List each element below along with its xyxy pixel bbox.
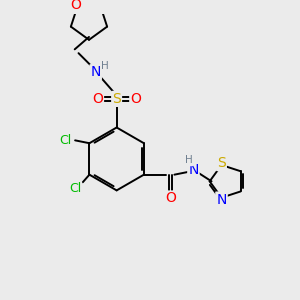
Text: H: H (185, 155, 193, 165)
Text: O: O (165, 191, 176, 206)
Text: O: O (70, 0, 81, 12)
Text: O: O (130, 92, 141, 106)
Text: S: S (112, 92, 121, 106)
Text: Cl: Cl (69, 182, 81, 196)
Text: S: S (217, 156, 226, 170)
Text: N: N (216, 193, 227, 207)
Text: Cl: Cl (59, 134, 72, 147)
Text: H: H (101, 61, 109, 70)
Text: O: O (92, 92, 103, 106)
Text: N: N (188, 163, 199, 177)
Text: N: N (91, 65, 101, 79)
